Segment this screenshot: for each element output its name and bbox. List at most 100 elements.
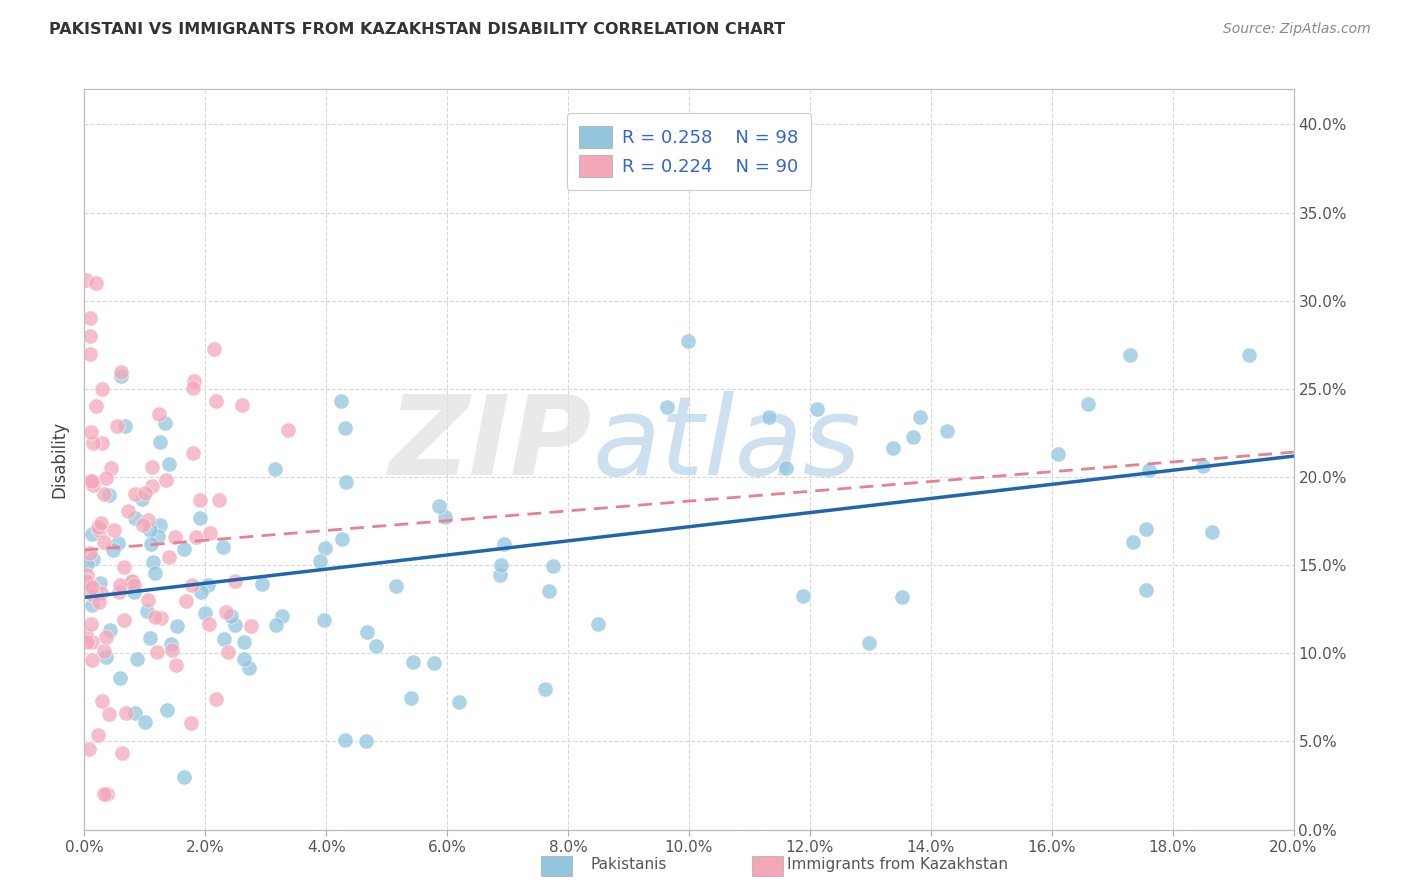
- Point: [141, 537, 163, 551]
- Point: [94, 471, 117, 485]
- Point: [121, 574, 143, 589]
- Point: [1137, 462, 1160, 476]
- Point: [122, 584, 145, 599]
- Point: [211, 540, 233, 554]
- Point: [174, 593, 197, 607]
- Point: [90, 586, 112, 600]
- Point: [858, 635, 880, 649]
- Text: Pakistanis: Pakistanis: [591, 857, 666, 872]
- Point: [173, 770, 195, 784]
- Point: [166, 658, 188, 673]
- Point: [115, 706, 138, 720]
- Point: [91, 382, 114, 396]
- Point: [87, 523, 110, 537]
- Point: [354, 734, 377, 748]
- Point: [447, 695, 470, 709]
- Point: [492, 537, 515, 551]
- Point: [232, 635, 254, 649]
- Point: [657, 400, 679, 414]
- Point: [107, 535, 129, 549]
- Point: [79, 329, 101, 343]
- Point: [489, 558, 512, 572]
- Point: [1192, 459, 1215, 474]
- Point: [142, 555, 165, 569]
- Point: [136, 604, 159, 618]
- Point: [143, 566, 166, 581]
- Point: [184, 530, 207, 544]
- Point: [93, 487, 115, 501]
- Point: [80, 598, 103, 612]
- Point: [82, 436, 104, 450]
- Point: [82, 588, 104, 602]
- Point: [112, 559, 135, 574]
- Point: [910, 410, 932, 425]
- Text: atlas: atlas: [592, 391, 860, 498]
- Point: [79, 546, 101, 560]
- Point: [75, 628, 97, 642]
- Point: [100, 461, 122, 475]
- Point: [224, 574, 246, 589]
- Point: [429, 499, 451, 513]
- Point: [79, 311, 101, 326]
- Point: [150, 611, 173, 625]
- Point: [423, 657, 446, 671]
- Point: [333, 733, 356, 747]
- Point: [1122, 534, 1144, 549]
- Point: [183, 374, 205, 388]
- Point: [90, 516, 112, 531]
- Point: [76, 557, 98, 571]
- Point: [335, 421, 357, 435]
- Point: [197, 617, 219, 632]
- Point: [93, 643, 115, 657]
- Point: [200, 526, 222, 541]
- Point: [1201, 524, 1223, 539]
- Point: [231, 398, 253, 412]
- Point: [98, 488, 121, 502]
- Point: [541, 559, 564, 574]
- Point: [146, 644, 169, 658]
- Point: [136, 513, 159, 527]
- Point: [110, 366, 132, 380]
- Point: [271, 609, 294, 624]
- Point: [148, 407, 170, 421]
- Point: [157, 457, 180, 471]
- Point: [165, 530, 187, 544]
- Point: [335, 475, 357, 489]
- Point: [181, 578, 204, 592]
- Point: [75, 272, 97, 286]
- Point: [132, 517, 155, 532]
- Point: [117, 503, 139, 517]
- Point: [384, 579, 406, 593]
- Point: [121, 574, 143, 589]
- Point: [586, 617, 609, 632]
- Point: [101, 542, 124, 557]
- Point: [181, 381, 204, 395]
- Text: PAKISTANI VS IMMIGRANTS FROM KAZAKHSTAN DISABILITY CORRELATION CHART: PAKISTANI VS IMMIGRANTS FROM KAZAKHSTAN …: [49, 22, 786, 37]
- Point: [89, 576, 111, 591]
- Point: [124, 487, 146, 501]
- Point: [125, 652, 148, 666]
- Point: [94, 630, 117, 644]
- Point: [108, 585, 131, 599]
- Point: [131, 492, 153, 507]
- Point: [76, 568, 98, 582]
- Point: [134, 714, 156, 729]
- Point: [882, 441, 904, 455]
- Point: [806, 402, 828, 417]
- Point: [1239, 348, 1261, 362]
- Point: [160, 637, 183, 651]
- Point: [82, 478, 104, 492]
- Point: [1046, 447, 1069, 461]
- Point: [87, 520, 110, 534]
- Point: [240, 619, 263, 633]
- Point: [188, 492, 211, 507]
- Point: [194, 606, 217, 620]
- Point: [233, 652, 256, 666]
- Point: [80, 425, 103, 440]
- Point: [224, 618, 246, 632]
- Point: [190, 585, 212, 599]
- Point: [792, 589, 814, 603]
- Point: [82, 552, 104, 566]
- Point: [157, 549, 180, 564]
- Point: [91, 436, 114, 450]
